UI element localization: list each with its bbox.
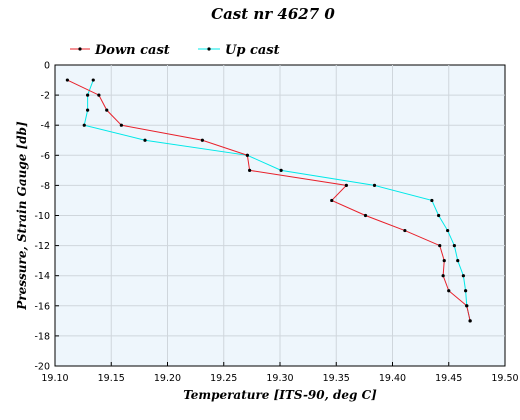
data-point-down-cast <box>119 123 123 127</box>
x-tick-label: 19.50 <box>491 373 518 384</box>
y-tick-label: -18 <box>34 331 50 342</box>
data-point-down-cast <box>442 259 446 263</box>
series-layer <box>65 78 472 323</box>
y-axis: 0 -2 -4 -6 -8 -10 -12 -14 -16 -18 -20 <box>34 61 59 373</box>
data-point-down-cast <box>330 198 334 203</box>
data-point-down-cast <box>447 289 451 293</box>
data-point-up-cast <box>430 198 434 203</box>
y-tick-label: -8 <box>41 181 50 192</box>
data-point-up-cast <box>279 168 283 172</box>
legend-item-down-cast: Down cast <box>70 43 170 58</box>
data-point-up-cast <box>452 244 456 248</box>
x-axis: 19.10 19.15 19.20 19.25 19.30 19.35 19.40 19.45… <box>41 362 519 384</box>
legend-marker-down-cast <box>78 47 82 51</box>
data-point-down-cast <box>200 138 204 142</box>
data-point-up-cast <box>446 228 450 233</box>
legend-marker-up-cast <box>207 47 211 51</box>
data-point-down-cast <box>465 304 469 308</box>
data-point-down-cast <box>468 319 472 323</box>
chart-title: Cast nr 4627 0 <box>211 5 335 23</box>
data-point-down-cast <box>248 168 252 172</box>
y-tick-label: -2 <box>41 91 50 102</box>
x-tick-label: 19.15 <box>98 373 125 384</box>
x-tick-label: 19.10 <box>41 373 68 384</box>
x-tick-label: 19.45 <box>435 373 462 384</box>
data-point-down-cast <box>344 183 348 187</box>
legend-item-up-cast: Up cast <box>198 43 280 58</box>
x-tick-label: 19.20 <box>154 373 181 384</box>
y-tick-label: -20 <box>34 362 50 373</box>
legend: Down cast Up cast <box>70 43 280 58</box>
data-point-up-cast <box>456 259 460 263</box>
data-point-up-cast <box>461 274 465 278</box>
data-point-down-cast <box>245 153 249 157</box>
y-tick-label: -14 <box>34 271 50 282</box>
legend-label-down-cast: Down cast <box>94 43 170 58</box>
y-tick-label: 0 <box>44 61 50 72</box>
data-point-up-cast <box>86 108 90 112</box>
y-tick-label: -16 <box>34 301 50 312</box>
data-point-up-cast <box>91 78 95 82</box>
data-point-down-cast <box>65 78 69 82</box>
y-tick-label: -10 <box>34 211 50 222</box>
data-point-down-cast <box>363 213 368 218</box>
data-point-down-cast <box>441 274 445 278</box>
y-tick-label: -12 <box>34 241 50 252</box>
data-point-down-cast <box>97 93 101 97</box>
data-point-down-cast <box>105 108 109 112</box>
grid <box>55 65 505 366</box>
y-tick-label: -6 <box>41 151 50 162</box>
data-point-up-cast <box>82 123 86 127</box>
x-tick-label: 19.35 <box>323 373 350 384</box>
x-tick-label: 19.30 <box>266 373 293 384</box>
data-point-up-cast <box>372 183 377 187</box>
data-point-up-cast <box>86 93 90 97</box>
y-axis-label: Pressure, Strain Gauge [db] <box>15 121 29 311</box>
y-tick-label: -4 <box>41 121 50 132</box>
legend-label-up-cast: Up cast <box>225 43 280 58</box>
data-point-up-cast <box>143 138 147 142</box>
data-point-up-cast <box>437 213 441 218</box>
data-point-down-cast <box>438 244 442 248</box>
data-point-down-cast <box>403 228 407 233</box>
x-tick-label: 19.40 <box>379 373 406 384</box>
x-tick-label: 19.25 <box>210 373 237 384</box>
data-point-up-cast <box>464 289 468 293</box>
x-axis-label: Temperature [ITS-90, deg C] <box>183 388 377 402</box>
